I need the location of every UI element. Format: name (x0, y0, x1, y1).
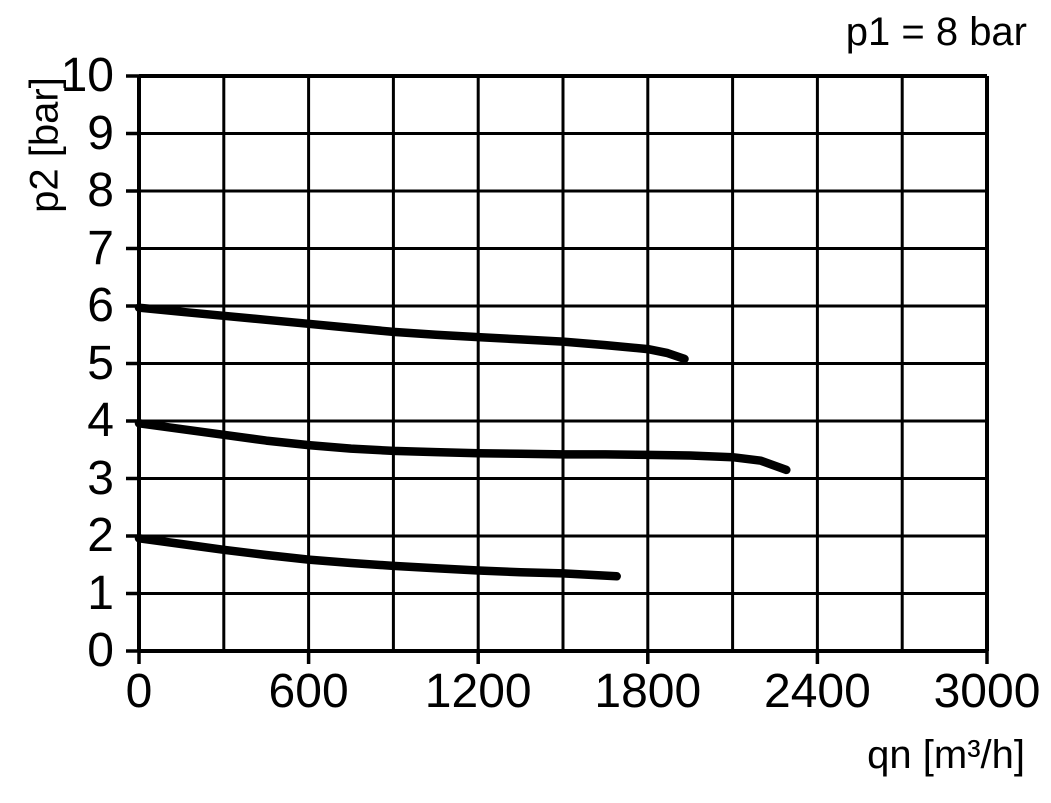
y-tick-label: 7 (87, 221, 114, 275)
y-tick-label: 5 (87, 336, 114, 390)
curve-lower (134, 534, 621, 581)
curve-middle (134, 419, 791, 475)
curve-upper (134, 303, 689, 364)
y-tick-label: 3 (87, 451, 114, 505)
x-tick-label: 600 (268, 665, 349, 718)
y-tick-label: 2 (87, 509, 114, 562)
y-tick-label: 1 (87, 566, 114, 620)
x-tick-label: 1800 (594, 665, 702, 718)
chart-title: p1 = 8 bar (845, 10, 1027, 54)
x-tick-label: 3000 (933, 665, 1041, 718)
y-tick-label: 4 (87, 394, 114, 447)
y-tick-label: 8 (87, 164, 114, 217)
x-tick-label: 2400 (764, 665, 871, 718)
x-axis-label: qn [m³/h] (867, 733, 1025, 777)
y-tick-label: 9 (87, 106, 114, 160)
x-tick-label: 1200 (424, 665, 532, 718)
y-tick-label: 6 (87, 279, 114, 332)
y-tick-label: 10 (60, 49, 114, 102)
y-tick-label: 0 (87, 624, 114, 677)
x-tick-label: 0 (125, 665, 153, 718)
